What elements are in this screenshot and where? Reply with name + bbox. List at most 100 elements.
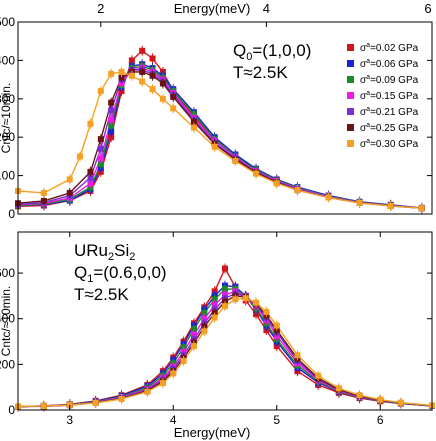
data-point-s5 bbox=[40, 197, 47, 204]
data-point-s6 bbox=[387, 202, 394, 209]
x-tick-label: 5 bbox=[273, 413, 280, 427]
data-point-s6 bbox=[263, 308, 270, 315]
data-point-s6 bbox=[190, 124, 197, 131]
y-tick-label: 200 bbox=[0, 130, 15, 144]
y-tick-label: 0 bbox=[8, 207, 15, 221]
data-point-s6 bbox=[92, 399, 99, 406]
data-point-s2 bbox=[190, 325, 197, 332]
formula-u-ru: URu bbox=[74, 241, 108, 260]
data-point-s5 bbox=[190, 118, 197, 125]
legend-swatch bbox=[347, 76, 354, 83]
data-point-s6 bbox=[40, 189, 47, 196]
data-point-s6 bbox=[159, 95, 166, 102]
data-point-s6 bbox=[294, 352, 301, 359]
y-tick-label: 300 bbox=[0, 92, 15, 106]
y-tick-label: 500 bbox=[0, 15, 15, 29]
data-point-s6 bbox=[253, 170, 260, 177]
data-point-s2 bbox=[97, 161, 104, 168]
data-point-s6 bbox=[222, 303, 228, 310]
fit-curve-6 bbox=[17, 297, 433, 407]
data-point-s6 bbox=[118, 68, 125, 75]
y-tick-label: 100 bbox=[0, 169, 15, 183]
legend-swatch bbox=[347, 108, 354, 115]
svg-text:Q1=(0.6,0,0): Q1=(0.6,0,0) bbox=[74, 263, 167, 285]
bottom-plot-frame bbox=[17, 231, 433, 411]
fit-curve-5 bbox=[17, 295, 433, 408]
y-tick-label: 200 bbox=[0, 357, 15, 371]
formula-sub-1: 2 bbox=[108, 251, 114, 263]
data-point-s6 bbox=[242, 295, 249, 302]
data-point-s6 bbox=[397, 399, 404, 406]
data-point-s0 bbox=[139, 47, 146, 54]
legend-swatch bbox=[347, 92, 354, 99]
data-point-s0 bbox=[108, 134, 115, 141]
data-point-s0 bbox=[222, 265, 228, 272]
y-tick-label: 400 bbox=[0, 312, 15, 326]
data-point-s5 bbox=[97, 136, 104, 143]
data-point-s6 bbox=[149, 86, 156, 93]
data-point-s4 bbox=[97, 145, 104, 152]
data-point-s6 bbox=[66, 401, 73, 408]
data-point-s6 bbox=[139, 78, 146, 85]
data-point-s6 bbox=[335, 385, 342, 392]
data-point-s6 bbox=[66, 176, 73, 183]
legend-label: σa=0.06 GPa bbox=[360, 58, 419, 70]
data-point-s6 bbox=[377, 396, 384, 403]
data-point-s6 bbox=[356, 392, 363, 399]
y-tick-label: 600 bbox=[0, 266, 15, 280]
top-panel: 0 100 200 300 400 500 2 4 6 Energy(meV) Cntc/≈1… bbox=[0, 1, 433, 221]
top-tick-label: 2 bbox=[97, 1, 104, 16]
y-tick-label: 400 bbox=[0, 53, 15, 67]
legend-label: σa=0.30 GPa bbox=[360, 138, 419, 150]
legend-label: σa=0.09 GPa bbox=[360, 74, 419, 86]
data-point-s0 bbox=[128, 57, 135, 64]
data-point-s6 bbox=[253, 299, 260, 306]
data-point-s5 bbox=[170, 93, 177, 100]
top-axis-ticks: 2 4 6 bbox=[97, 1, 433, 27]
legend-swatch bbox=[347, 124, 354, 131]
data-point-s5 bbox=[159, 80, 166, 87]
data-point-s6 bbox=[190, 343, 197, 350]
data-point-s6 bbox=[144, 388, 151, 395]
data-point-s6 bbox=[180, 357, 187, 364]
data-point-s5 bbox=[66, 189, 73, 196]
x-tick-label: 4 bbox=[170, 413, 177, 427]
data-point-s6 bbox=[356, 199, 363, 206]
data-point-s6 bbox=[97, 88, 104, 95]
bottom-x-ticks: 3 4 5 6 bbox=[66, 232, 384, 427]
data-point-s5 bbox=[87, 168, 94, 175]
data-point-s5 bbox=[149, 72, 156, 79]
data-point-s6 bbox=[170, 370, 177, 377]
data-point-s6 bbox=[108, 70, 115, 77]
fit-curve-1 bbox=[17, 63, 422, 209]
data-point-s2 bbox=[201, 310, 208, 317]
formula-sub-2: 2 bbox=[129, 251, 135, 263]
legend-label: σa=0.21 GPa bbox=[360, 106, 419, 118]
data-point-s3 bbox=[97, 155, 104, 162]
legend-swatch bbox=[347, 140, 354, 147]
data-point-s6 bbox=[118, 396, 125, 403]
data-point-s6 bbox=[128, 72, 135, 79]
data-point-s5 bbox=[139, 68, 146, 75]
top-tick-label: 4 bbox=[263, 1, 270, 16]
data-point-s4 bbox=[108, 107, 115, 114]
bottom-q-value: =(0.6,0,0) bbox=[93, 263, 166, 282]
legend-swatch bbox=[347, 60, 354, 67]
bottom-y-ticks: 0 200 400 600 bbox=[0, 266, 432, 417]
top-temperature: T≈2.5K bbox=[233, 63, 288, 82]
data-point-s6 bbox=[201, 328, 208, 335]
data-point-s6 bbox=[294, 187, 301, 194]
bottom-annotation: URu2Si2 Q1=(0.6,0,0) T≈2.5K bbox=[74, 241, 167, 304]
bottom-panel: 0 200 400 600 3 4 5 6 Energy(meV) Cntc/≈10min.… bbox=[0, 231, 435, 440]
bottom-x-axis-label: Energy(meV) bbox=[174, 425, 251, 440]
y-tick-label: 0 bbox=[8, 403, 15, 417]
formula-si: Si bbox=[114, 241, 129, 260]
data-point-s6 bbox=[325, 194, 332, 201]
top-data-points bbox=[15, 45, 425, 214]
legend-swatch bbox=[347, 44, 354, 51]
data-point-s6 bbox=[232, 158, 239, 165]
data-point-s2 bbox=[211, 296, 218, 303]
data-point-s6 bbox=[170, 105, 177, 112]
top-y-ticks: 0 100 200 300 400 500 bbox=[0, 15, 432, 221]
